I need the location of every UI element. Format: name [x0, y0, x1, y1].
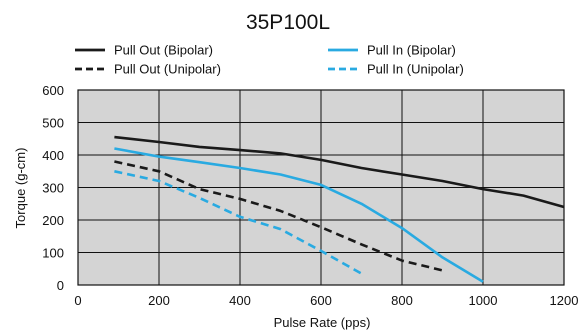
- grid-lines: [78, 90, 564, 285]
- x-tick-label: 1200: [550, 293, 579, 308]
- x-tick-label: 1000: [469, 293, 498, 308]
- legend: Pull Out (Bipolar) Pull Out (Unipolar) Pul…: [75, 43, 464, 77]
- series-line-4: [114, 170, 363, 275]
- chart-title: 35P100L: [246, 11, 330, 34]
- y-tick-label: 600: [42, 83, 64, 98]
- series-line-2: [114, 160, 443, 272]
- legend-label-1: Pull Out (Bipolar): [114, 43, 213, 58]
- y-tick-label: 500: [42, 116, 64, 131]
- series-line-3: [114, 147, 484, 283]
- y-tick-label: 300: [42, 181, 64, 196]
- series-line-1: [114, 135, 565, 209]
- y-axis-ticks: 0 100 200 300 400 500 600: [42, 83, 64, 293]
- x-axis-ticks: 0 200 400 600 800 1000 1200: [74, 293, 578, 308]
- x-tick-label: 400: [229, 293, 251, 308]
- x-tick-label: 200: [148, 293, 170, 308]
- y-axis-label: Torque (g-cm): [13, 148, 28, 229]
- x-tick-label: 800: [391, 293, 413, 308]
- legend-label-2: Pull Out (Unipolar): [114, 62, 221, 77]
- x-axis-label: Pulse Rate (pps): [274, 315, 371, 330]
- x-tick-label: 600: [310, 293, 332, 308]
- y-tick-label: 400: [42, 148, 64, 163]
- x-tick-label: 0: [74, 293, 81, 308]
- y-tick-label: 100: [42, 246, 64, 261]
- legend-label-4: Pull In (Unipolar): [367, 62, 464, 77]
- y-tick-label: 200: [42, 213, 64, 228]
- series-layer: [114, 135, 565, 283]
- legend-label-3: Pull In (Bipolar): [367, 43, 456, 58]
- y-tick-label: 0: [57, 278, 64, 293]
